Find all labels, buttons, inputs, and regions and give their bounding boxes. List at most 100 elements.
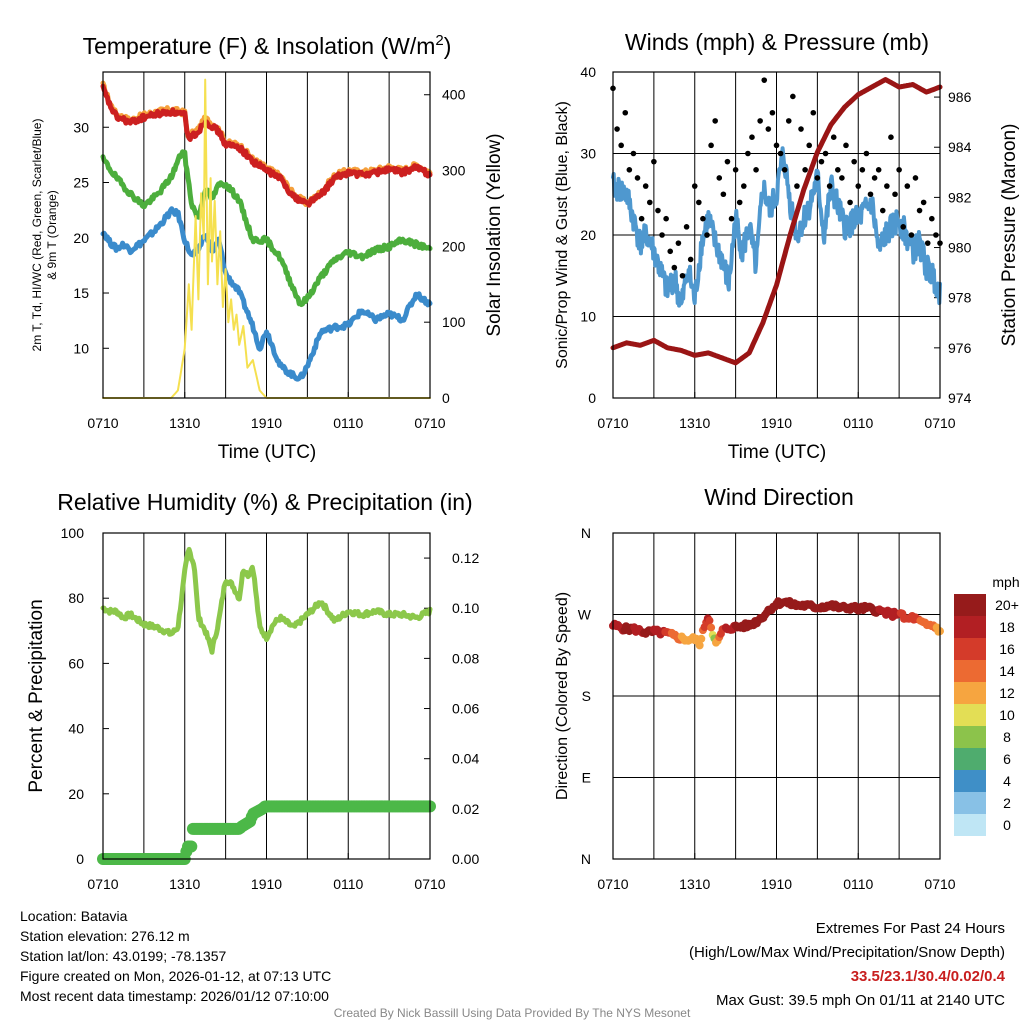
y-tick-label-4: E — [582, 770, 591, 786]
colorbar-label: 20+ — [995, 597, 1019, 613]
gust-point — [732, 167, 739, 173]
station-latlon: Station lat/lon: 43.0199; -78.1357 — [20, 948, 227, 964]
colorbar-swatch — [954, 814, 986, 836]
gust-point — [659, 232, 665, 238]
y-tick-right-label-3: 0.08 — [452, 650, 479, 666]
series-sonic-prop-wind — [611, 146, 942, 308]
gust-point — [691, 183, 698, 189]
y-tick-label-1: 15 — [73, 285, 89, 301]
colorbar-label: 12 — [999, 685, 1015, 701]
x-tick-label-1: 1910 — [251, 415, 282, 431]
y-tick-label-4: N — [581, 851, 591, 867]
colorbar-swatch — [954, 638, 986, 660]
y-tick-right-label-3: 0.12 — [452, 550, 479, 566]
colorbar-swatch — [954, 748, 986, 770]
x-tick-label-3: 0710 — [87, 876, 118, 892]
y-tick-right-label-2: 986 — [948, 89, 972, 105]
gust-point — [638, 215, 645, 222]
gust-point — [806, 142, 812, 149]
x-tick-label-2: 1310 — [679, 415, 710, 431]
y-tick-right-label-3: 0.00 — [452, 851, 479, 867]
gust-point — [753, 167, 759, 173]
series-relative-humidity — [100, 546, 433, 655]
gust-point — [929, 215, 935, 222]
gust-point — [843, 142, 849, 149]
colorbar-label: 14 — [999, 663, 1015, 679]
series-hi-wc — [100, 206, 433, 382]
y-tick-label-3: 100 — [61, 525, 85, 541]
x-tick-label-4: 1910 — [761, 876, 792, 892]
y-axis-label-1b: & 9m T (Orange) — [45, 190, 59, 280]
x-axis-label-1: Time (UTC) — [218, 442, 317, 463]
y-tick-right-label-3: 0.06 — [452, 701, 479, 717]
chart-title-3: Relative Humidity (%) & Precipitation (i… — [57, 489, 472, 515]
colorbar-label: 0 — [1003, 817, 1011, 833]
x-tick-label-4: 1310 — [679, 876, 710, 892]
gust-point — [933, 232, 939, 238]
colorbar-label: 6 — [1003, 751, 1011, 767]
y-tick-right-label-1: 300 — [442, 163, 466, 179]
y-axis-right-label-2: Station Pressure (Maroon) — [999, 124, 1020, 347]
y-tick-right-label-3: 0.02 — [452, 801, 479, 817]
extremes-values: 33.5/23.1/30.4/0.02/0.4 — [850, 968, 1005, 985]
gust-point — [618, 142, 624, 149]
gust-point — [679, 272, 686, 279]
y-tick-right-label-1: 100 — [442, 314, 466, 330]
colorbar-swatch — [954, 726, 986, 748]
x-tick-label-2: 0110 — [843, 415, 873, 431]
gust-point — [630, 150, 637, 157]
station-elevation: Station elevation: 276.12 m — [20, 928, 190, 944]
credit-line: Created By Nick Bassill Using Data Provi… — [333, 1006, 691, 1020]
x-tick-label-2: 1910 — [761, 415, 792, 431]
chart-title-4: Wind Direction — [704, 484, 854, 510]
y-tick-label-1: 30 — [73, 119, 89, 135]
gust-point — [863, 150, 870, 157]
x-tick-label-3: 0710 — [414, 876, 445, 892]
gust-point — [839, 175, 845, 181]
y-tick-label-3: 0 — [76, 851, 84, 867]
max-gust: Max Gust: 39.5 mph On 01/11 at 2140 UTC — [715, 992, 1005, 1009]
gust-point — [851, 158, 857, 165]
figure-created: Figure created on Mon, 2026-01-12, at 07… — [20, 968, 332, 984]
x-tick-label-3: 1310 — [169, 876, 200, 892]
gust-point — [785, 118, 792, 124]
y-axis-label-1: 2m T, Td, HI/WC (Red, Green, Scarlet/Blu… — [30, 119, 44, 352]
gust-point — [646, 199, 653, 206]
gust-point — [761, 77, 768, 83]
gust-point — [773, 142, 780, 149]
gust-point — [745, 150, 751, 157]
y-tick-right-label-1: 0 — [442, 390, 450, 406]
gust-point — [749, 134, 755, 140]
gust-point — [879, 207, 886, 214]
y-tick-right-label-2: 974 — [948, 390, 972, 406]
colorbar-swatch — [954, 660, 986, 682]
gust-point — [814, 175, 821, 181]
y-tick-right-label-1: 400 — [442, 87, 466, 103]
gust-point — [736, 199, 743, 206]
gust-point — [900, 224, 907, 230]
gust-point — [830, 134, 837, 140]
gust-point — [622, 109, 629, 116]
x-axis-label-2: Time (UTC) — [728, 442, 827, 463]
y-tick-label-3: 40 — [68, 721, 84, 737]
y-tick-label-1: 20 — [73, 230, 89, 246]
gust-point — [634, 175, 641, 181]
colorbar-swatch — [954, 770, 986, 792]
y-tick-right-label-2: 976 — [948, 340, 972, 356]
gust-point — [704, 232, 710, 238]
gust-point — [859, 167, 866, 173]
extremes-title: Extremes For Past 24 Hours — [815, 920, 1005, 937]
y-tick-right-label-2: 980 — [948, 240, 972, 256]
y-tick-label-2: 0 — [588, 390, 596, 406]
x-tick-label-2: 0710 — [924, 415, 955, 431]
gust-point — [810, 109, 817, 116]
x-tick-label-2: 0710 — [597, 415, 628, 431]
plot-frame-2 — [612, 71, 941, 399]
x-tick-label-3: 0110 — [333, 876, 363, 892]
colorbar-label: 18 — [999, 619, 1015, 635]
series-td — [100, 149, 433, 307]
colorbar-label: 16 — [999, 641, 1015, 657]
series-station-pressure — [610, 77, 943, 366]
gust-point — [916, 207, 923, 214]
